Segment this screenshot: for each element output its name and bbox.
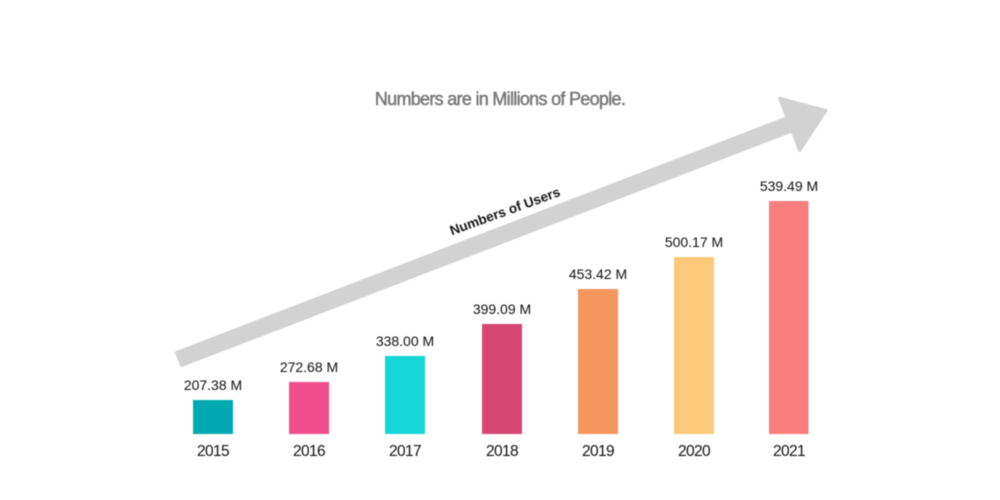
svg-text:2020: 2020 bbox=[678, 443, 711, 460]
svg-text:Numbers are in Millions of Peo: Numbers are in Millions of People. bbox=[375, 89, 625, 109]
svg-text:2016: 2016 bbox=[293, 443, 325, 460]
svg-text:399.09 M: 399.09 M bbox=[473, 301, 531, 317]
svg-text:539.49 M: 539.49 M bbox=[760, 178, 818, 194]
svg-text:2015: 2015 bbox=[197, 443, 229, 460]
svg-text:2021: 2021 bbox=[773, 443, 805, 460]
svg-text:207.38 M: 207.38 M bbox=[184, 377, 242, 393]
svg-text:2019: 2019 bbox=[582, 443, 614, 460]
svg-text:500.17 M: 500.17 M bbox=[665, 234, 723, 250]
svg-text:338.00 M: 338.00 M bbox=[376, 333, 434, 349]
svg-text:453.42 M: 453.42 M bbox=[569, 266, 627, 282]
svg-text:2017: 2017 bbox=[389, 443, 421, 460]
svg-text:272.68 M: 272.68 M bbox=[280, 359, 338, 375]
svg-text:2018: 2018 bbox=[486, 443, 518, 460]
